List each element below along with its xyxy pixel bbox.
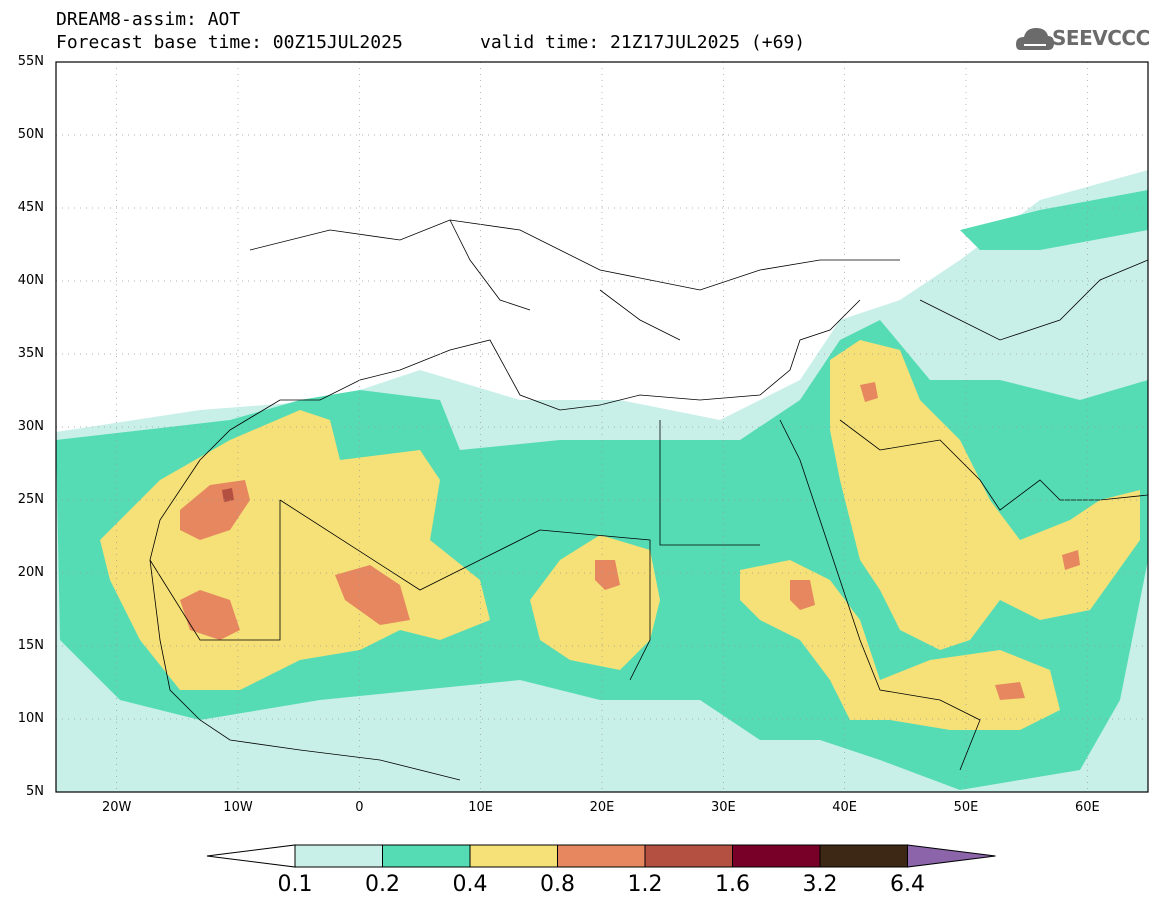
aot-band-0.2-north — [960, 190, 1148, 250]
aot-band-0.8-d — [595, 560, 620, 590]
colorbar-tick-label: 3.2 — [802, 872, 838, 897]
colorbar-segment — [469, 844, 558, 868]
coastlines — [149, 219, 1148, 781]
colorbar-segment — [382, 844, 471, 868]
cloud-icon — [1016, 28, 1054, 50]
forecast-base-time: Forecast base time: 00Z15JUL2025 — [56, 32, 403, 53]
colorbar-tick-label: 6.4 — [890, 872, 925, 897]
colorbar-tick-label: 0.4 — [452, 872, 488, 897]
lon-tick-label: 10E — [468, 800, 494, 815]
lat-tick-label: 30N — [17, 419, 44, 434]
lon-tick-label: 20E — [589, 800, 615, 815]
seevccc-logo: SEEVCCC — [1052, 26, 1150, 50]
lat-tick-label: 5N — [26, 784, 44, 799]
lat-tick-label: 40N — [17, 273, 44, 288]
colorbar-segment — [644, 844, 733, 868]
colorbar-segment — [294, 844, 383, 868]
aot-band-0.8-h — [1062, 550, 1080, 570]
lon-tick-label: 0 — [355, 800, 364, 815]
lon-tick-label: 60E — [1074, 800, 1100, 815]
aot-band-0.8-e — [790, 580, 815, 610]
colorbar-max-arrow — [907, 844, 996, 868]
lat-tick-label: 10N — [17, 711, 44, 726]
colorbar-tick-label: 1.2 — [627, 872, 663, 897]
aot-band-0.4-horn — [740, 560, 1060, 730]
aot-band-0.4-sudan — [530, 535, 660, 670]
colorbar-segment — [819, 844, 908, 868]
lat-tick-label: 15N — [17, 638, 44, 653]
lat-tick-label: 20N — [17, 565, 44, 580]
lat-tick-label: 55N — [17, 54, 44, 69]
aot-band-1.2 — [222, 488, 234, 502]
colorbar-tick-label: 1.6 — [715, 872, 750, 897]
lon-tick-label: 20W — [101, 800, 132, 815]
aot-band-0.8-b — [180, 590, 240, 640]
aot-band-0.8-g — [995, 682, 1025, 700]
lon-tick-label: 30E — [710, 800, 736, 815]
lat-tick-label: 35N — [17, 346, 44, 361]
lon-tick-label: 40E — [832, 800, 858, 815]
map-title: DREAM8-assim: AOT — [56, 9, 241, 30]
colorbar-min-arrow — [206, 844, 296, 868]
colorbar-tick-label: 0.1 — [277, 872, 313, 897]
colorbar-tick-label: 0.2 — [365, 872, 400, 897]
aot-band-0.8-f — [860, 382, 878, 402]
lat-tick-label: 45N — [17, 200, 44, 215]
lon-tick-label: 10W — [223, 800, 253, 815]
lat-tick-label: 25N — [17, 492, 44, 507]
lon-tick-label: 50E — [953, 800, 979, 815]
aot-band-0.4-arabia — [830, 340, 1140, 650]
aot-band-0.8-c — [335, 565, 410, 625]
colorbar-segment — [557, 844, 646, 868]
lat-tick-label: 50N — [17, 127, 44, 142]
colorbar-tick-label: 0.8 — [540, 872, 575, 897]
valid-time: valid time: 21Z17JUL2025 (+69) — [480, 32, 806, 53]
colorbar-segment — [732, 844, 821, 868]
